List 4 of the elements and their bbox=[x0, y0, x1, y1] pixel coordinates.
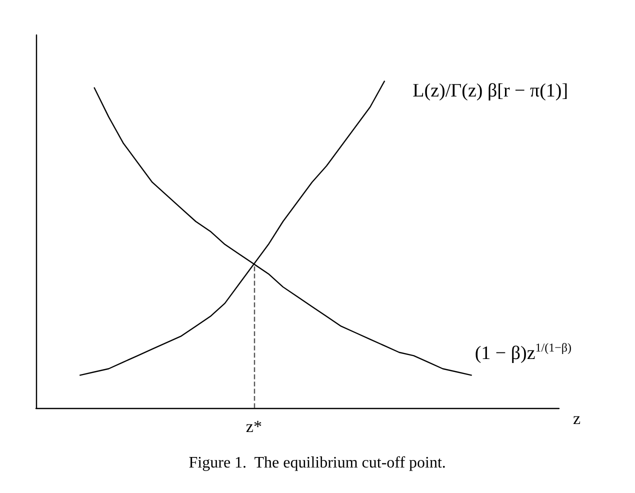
x-axis-title: z bbox=[573, 409, 581, 428]
text: z* bbox=[246, 417, 262, 436]
series-label: L(z)/Γ(z) β[r − π(1)] bbox=[412, 80, 568, 102]
caption: Figure 1. The equilibrium cut-off point. bbox=[188, 454, 446, 472]
